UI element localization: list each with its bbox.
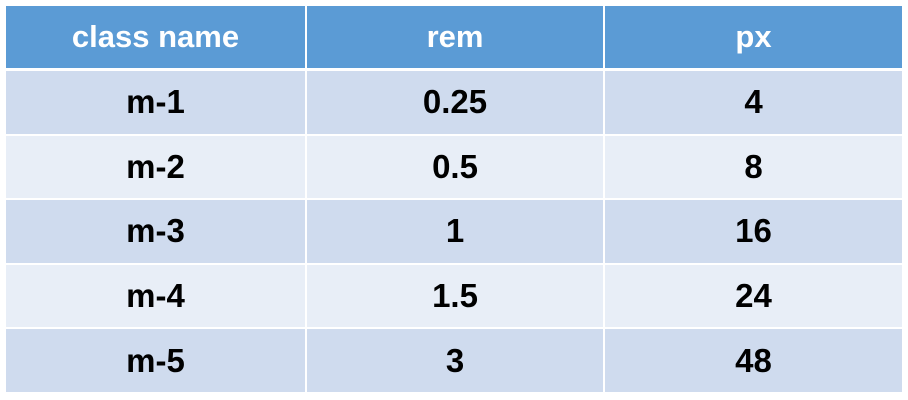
cell-class-name: m-5 [6,327,306,392]
cell-rem: 3 [305,327,604,392]
cell-rem: 1.5 [305,262,604,329]
spacing-table-container: class name rem px m-1 0.25 4 m-2 0.5 8 m… [6,6,902,392]
table-row: m-1 0.25 4 [6,68,902,135]
table-header: class name rem px [6,6,902,71]
spacing-table: class name rem px m-1 0.25 4 m-2 0.5 8 m… [6,6,902,392]
table-body: m-1 0.25 4 m-2 0.5 8 m-3 1 16 m-4 1.5 24… [6,68,902,392]
header-row: class name rem px [6,6,902,71]
cell-px: 24 [603,262,902,329]
header-px: px [603,6,902,71]
cell-class-name: m-2 [6,133,306,200]
cell-class-name: m-3 [6,198,306,264]
cell-class-name: m-1 [6,68,306,135]
cell-rem: 0.5 [305,133,604,200]
cell-rem: 0.25 [305,68,604,135]
table-row: m-3 1 16 [6,198,902,264]
cell-rem: 1 [305,198,604,264]
table-row: m-2 0.5 8 [6,133,902,200]
header-rem: rem [305,6,604,71]
cell-px: 8 [603,133,902,200]
table-row: m-4 1.5 24 [6,262,902,329]
table-row: m-5 3 48 [6,327,902,392]
cell-class-name: m-4 [6,262,306,329]
cell-px: 16 [603,198,902,264]
header-class-name: class name [6,6,306,71]
cell-px: 4 [603,68,902,135]
cell-px: 48 [603,327,902,392]
